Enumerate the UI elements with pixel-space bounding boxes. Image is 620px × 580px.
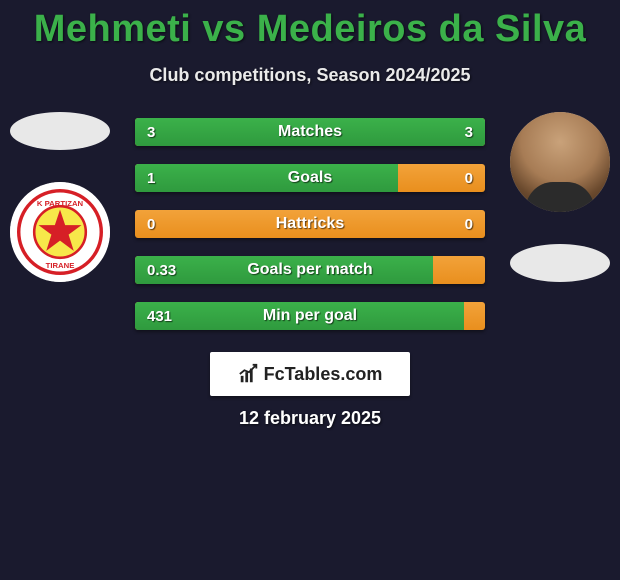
player-head-icon bbox=[510, 112, 610, 212]
svg-text:K PARTIZAN: K PARTIZAN bbox=[37, 199, 84, 208]
stat-right-value: 3 bbox=[415, 124, 485, 141]
stat-left-value: 0.33 bbox=[135, 262, 205, 279]
right-player-club-badge-placeholder bbox=[510, 244, 610, 282]
right-player-column bbox=[505, 112, 615, 282]
stat-right-value: 0 bbox=[415, 216, 485, 233]
stat-left-value: 3 bbox=[135, 124, 205, 141]
stat-right-value: 0 bbox=[415, 170, 485, 187]
stat-left-value: 0 bbox=[135, 216, 205, 233]
stat-label: Matches bbox=[205, 123, 415, 141]
left-player-photo-placeholder bbox=[10, 112, 110, 150]
fctables-text: FcTables.com bbox=[264, 364, 383, 385]
subtitle: Club competitions, Season 2024/2025 bbox=[0, 65, 620, 86]
stat-label: Min per goal bbox=[205, 307, 415, 325]
stat-left-value: 1 bbox=[135, 170, 205, 187]
partizani-badge-icon: K PARTIZAN TIRANE bbox=[10, 182, 110, 282]
stat-label: Goals bbox=[205, 169, 415, 187]
date-text: 12 february 2025 bbox=[0, 408, 620, 429]
page-title: Mehmeti vs Medeiros da Silva bbox=[0, 0, 620, 51]
stat-row: 1Goals0 bbox=[135, 164, 485, 192]
stat-label: Hattricks bbox=[205, 215, 415, 233]
stat-label: Goals per match bbox=[205, 261, 415, 279]
left-player-column: K PARTIZAN TIRANE bbox=[5, 112, 115, 282]
right-player-photo bbox=[510, 112, 610, 212]
stats-bars: 3Matches31Goals00Hattricks00.33Goals per… bbox=[135, 118, 485, 348]
chart-icon bbox=[238, 363, 260, 385]
stat-row: 0.33Goals per match bbox=[135, 256, 485, 284]
stat-row: 0Hattricks0 bbox=[135, 210, 485, 238]
stat-left-value: 431 bbox=[135, 308, 205, 325]
stat-row: 3Matches3 bbox=[135, 118, 485, 146]
stat-row: 431Min per goal bbox=[135, 302, 485, 330]
fctables-logo: FcTables.com bbox=[210, 352, 410, 396]
svg-text:TIRANE: TIRANE bbox=[46, 261, 75, 270]
left-player-club-badge: K PARTIZAN TIRANE bbox=[10, 182, 110, 282]
